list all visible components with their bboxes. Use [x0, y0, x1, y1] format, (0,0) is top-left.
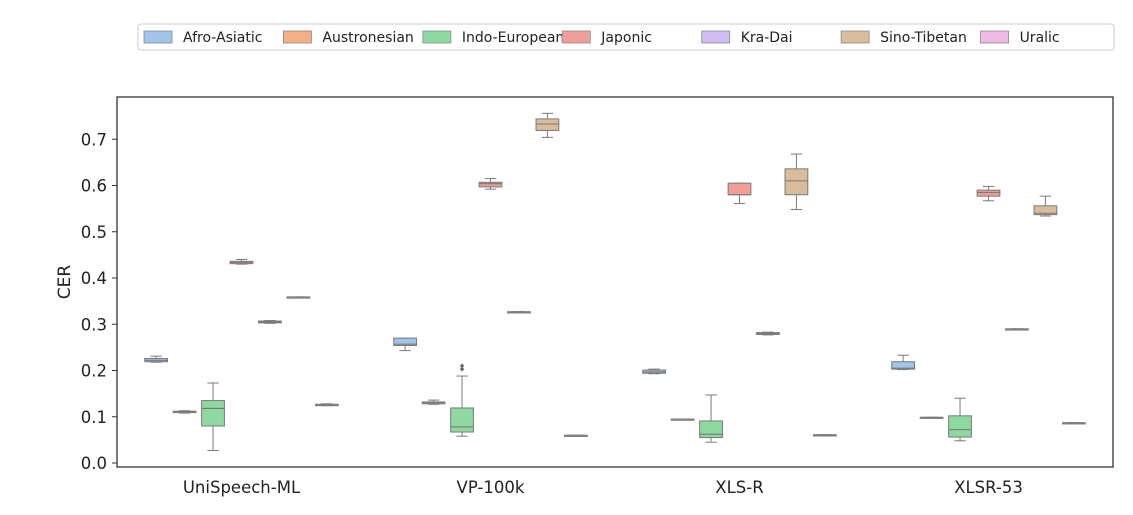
box-japonic-xls-r — [727, 182, 752, 205]
legend-entry-sino-tibetan: Sino-Tibetan — [840, 30, 967, 46]
box-uralic-xls-r — [812, 434, 837, 437]
plot-frame — [116, 96, 1114, 468]
box-body — [891, 361, 916, 370]
box-uralic-xlsr-53 — [1061, 422, 1086, 425]
legend-swatch — [422, 30, 452, 44]
box-body — [535, 118, 560, 131]
legend-label: Japonic — [600, 30, 652, 46]
legend-label: Kra-Dai — [741, 30, 793, 46]
box-indo-european-xlsr-53 — [948, 397, 972, 442]
legend-swatch — [701, 30, 731, 44]
legend-swatch — [980, 30, 1009, 44]
y-tick-label: 0.1 — [81, 408, 107, 427]
plot-area — [116, 96, 1114, 468]
legend-label: Indo-European — [462, 30, 564, 46]
box-japonic-vp-100k — [478, 178, 503, 190]
box-body — [699, 420, 723, 439]
box-body — [948, 415, 972, 438]
outlier-point — [459, 363, 465, 369]
y-axis-label: CER — [55, 265, 75, 300]
x-tick-label-xls-r: XLS-R — [715, 478, 763, 497]
box-austronesian-unispeech-ml — [172, 410, 197, 414]
legend-frame — [137, 23, 1115, 51]
legend-label: Sino-Tibetan — [880, 30, 967, 46]
box-body — [478, 181, 503, 188]
box-kra-dai-xls-r — [756, 331, 780, 336]
box-body — [450, 407, 474, 433]
x-tick-label-xlsr-53: XLSR-53 — [954, 478, 1023, 497]
box-austronesian-xlsr-53 — [919, 416, 944, 419]
box-body — [976, 189, 1001, 197]
box-afro-asiatic-xls-r — [642, 368, 667, 375]
box-uralic-unispeech-ml — [314, 403, 339, 407]
box-body — [201, 400, 225, 427]
box-sino-tibetan-unispeech-ml — [286, 296, 311, 299]
box-japonic-unispeech-ml — [229, 259, 254, 265]
legend-label: Austronesian — [322, 30, 413, 46]
legend-swatch — [561, 30, 591, 44]
box-japonic-xlsr-53 — [976, 185, 1001, 202]
x-axis: UniSpeech-ML VP-100k XLS-R XLSR-53 — [183, 478, 1023, 497]
legend-entry-kra-dai: Kra-Dai — [701, 30, 793, 46]
outlier-point — [459, 366, 465, 372]
box-kra-dai-unispeech-ml — [258, 320, 282, 324]
legend-entry-austronesian: Austronesian — [283, 30, 414, 46]
legend-entry-japonic: Japonic — [561, 30, 652, 46]
legend-entry-uralic: Uralic — [980, 30, 1060, 46]
box-indo-european-vp-100k — [450, 363, 474, 437]
box-indo-european-unispeech-ml — [201, 382, 225, 452]
legend-entry-indo-european: Indo-European — [422, 30, 564, 46]
legend-label: Uralic — [1020, 30, 1060, 46]
box-body — [784, 168, 809, 196]
box-body — [727, 182, 752, 196]
box-austronesian-xls-r — [670, 418, 695, 421]
legend: Afro-Asiatic Austronesian Indo-European Jap… — [137, 23, 1115, 51]
x-tick-label-vp-100k: VP-100k — [457, 478, 525, 497]
y-axis: 0.0 0.1 0.2 0.3 0.4 0.5 0.6 0.7 — [81, 130, 117, 473]
box-kra-dai-xlsr-53 — [1005, 328, 1029, 331]
box-sino-tibetan-vp-100k — [535, 112, 560, 138]
legend-entry-afro-asiatic: Afro-Asiatic — [143, 30, 262, 46]
box-indo-european-xls-r — [699, 394, 723, 443]
box-afro-asiatic-xlsr-53 — [891, 354, 916, 371]
box-kra-dai-vp-100k — [507, 311, 531, 314]
legend-swatch — [143, 30, 173, 44]
box-sino-tibetan-xlsr-53 — [1033, 195, 1058, 217]
y-tick-label: 0.2 — [81, 362, 107, 381]
box-austronesian-vp-100k — [421, 399, 446, 405]
legend-label: Afro-Asiatic — [183, 30, 262, 46]
y-tick-label: 0.5 — [81, 223, 107, 242]
box-sino-tibetan-xls-r — [784, 153, 809, 211]
x-tick-label-unispeech-ml: UniSpeech-ML — [183, 478, 301, 497]
legend-swatch — [840, 30, 870, 44]
box-afro-asiatic-vp-100k — [393, 337, 418, 352]
y-tick-label: 0.7 — [81, 130, 107, 149]
box-body — [1033, 205, 1058, 216]
box-body — [393, 337, 418, 347]
y-tick-label: 0.3 — [81, 315, 107, 334]
y-tick-label: 0.4 — [81, 269, 107, 288]
box-afro-asiatic-unispeech-ml — [144, 355, 169, 363]
y-tick-label: 0.6 — [81, 177, 107, 196]
box-uralic-vp-100k — [563, 434, 588, 437]
legend-swatch — [283, 30, 312, 44]
y-tick-label: 0.0 — [81, 454, 107, 473]
